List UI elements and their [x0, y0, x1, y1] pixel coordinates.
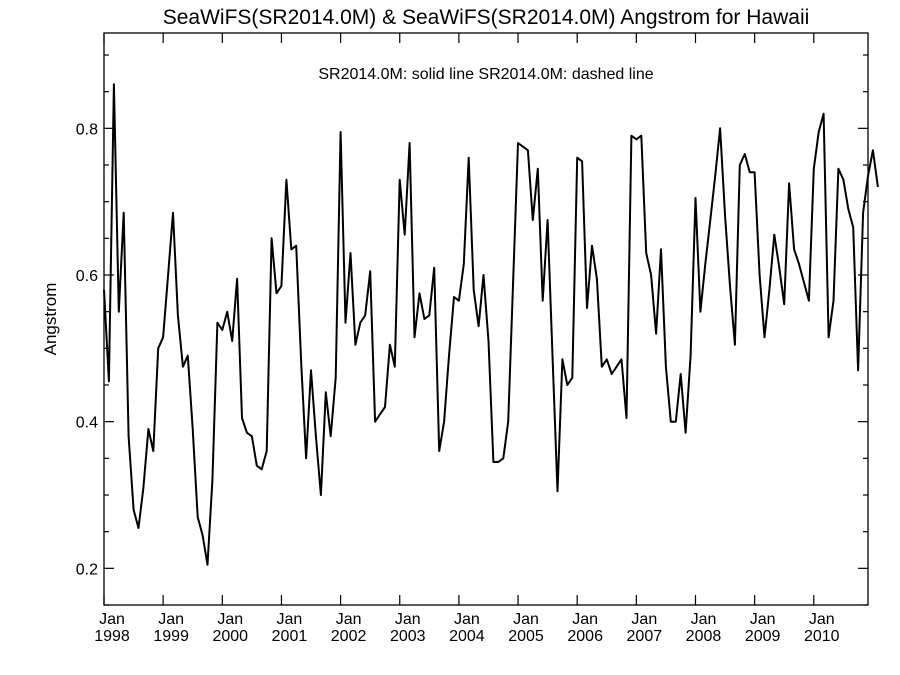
- y-tick-label: 0.6: [76, 268, 98, 285]
- x-tick-month-label: Jan: [217, 611, 243, 628]
- x-tick-year-label: 1998: [94, 628, 130, 645]
- series-layer: [103, 83, 879, 566]
- x-tick-year-label: 1999: [153, 628, 189, 645]
- x-tick-year-label: 2008: [686, 628, 722, 645]
- y-axis-label: Angstrom: [41, 283, 60, 356]
- x-tick-year-label: 2004: [449, 628, 485, 645]
- x-tick-month-label: Jan: [631, 611, 657, 628]
- x-tick-month-label: Jan: [572, 611, 598, 628]
- x-tick-month-label: Jan: [158, 611, 184, 628]
- x-tick-month-label: Jan: [454, 611, 480, 628]
- legend-text: SR2014.0M: solid line SR2014.0M: dashed …: [318, 66, 653, 83]
- x-tick-year-label: 2006: [567, 628, 603, 645]
- x-tick-year-label: 2003: [390, 628, 426, 645]
- y-tick-label: 0.8: [76, 121, 98, 138]
- x-axis: Jan1998Jan1999Jan2000Jan2001Jan2002Jan20…: [94, 33, 840, 645]
- x-tick-year-label: 2001: [272, 628, 308, 645]
- chart-title: SeaWiFS(SR2014.0M) & SeaWiFS(SR2014.0M) …: [163, 6, 810, 29]
- y-axis: 0.2 0.4 0.6 0.8: [76, 54, 868, 606]
- y-tick-label: 0.4: [76, 415, 98, 432]
- plot-frame: [103, 32, 869, 606]
- x-tick-month-label: Jan: [691, 611, 717, 628]
- x-tick-month-label: Jan: [99, 611, 125, 628]
- x-tick-year-label: 2009: [745, 628, 781, 645]
- x-tick-year-label: 2010: [804, 628, 840, 645]
- x-tick-year-label: 2005: [508, 628, 544, 645]
- x-tick-month-label: Jan: [750, 611, 776, 628]
- x-tick-month-label: Jan: [809, 611, 835, 628]
- x-tick-month-label: Jan: [336, 611, 362, 628]
- x-tick-year-label: 2000: [212, 628, 248, 645]
- x-tick-month-label: Jan: [395, 611, 421, 628]
- x-tick-month-label: Jan: [277, 611, 303, 628]
- x-tick-year-label: 2002: [331, 628, 367, 645]
- series-line-1: [103, 83, 879, 566]
- y-tick-label: 0.2: [76, 561, 98, 578]
- x-tick-year-label: 2007: [627, 628, 663, 645]
- x-tick-month-label: Jan: [513, 611, 539, 628]
